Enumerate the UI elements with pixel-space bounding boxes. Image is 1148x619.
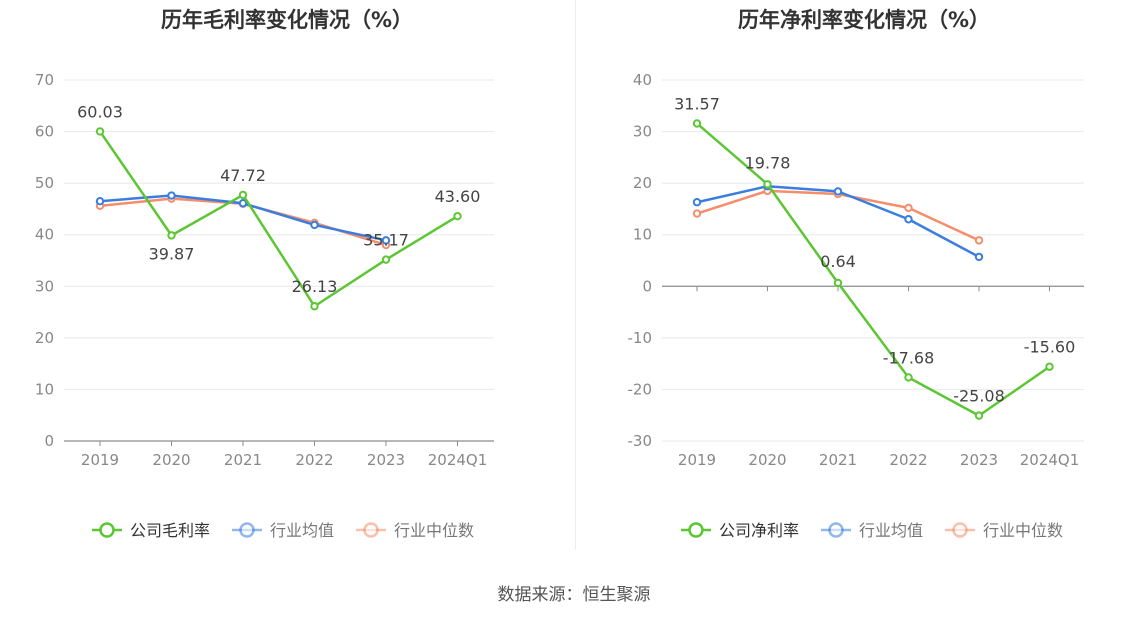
legend-label: 公司毛利率 [130, 521, 210, 540]
legend-item: 行业均值 [232, 521, 334, 540]
y-tick-label: 0 [642, 277, 652, 295]
data-label: -15.60 [1024, 338, 1076, 357]
data-label: 43.60 [435, 187, 481, 206]
data-point [974, 236, 984, 245]
legend-marker [99, 522, 115, 538]
legend-label: 行业均值 [270, 521, 334, 540]
data-source-note: 数据来源：恒生聚源 [497, 585, 651, 605]
data-point [381, 255, 391, 264]
y-tick-label: 40 [633, 71, 652, 89]
data-point [833, 187, 843, 196]
x-tick-label: 2024Q1 [428, 451, 488, 469]
legend-marker [688, 522, 704, 538]
legend-label: 公司净利率 [719, 521, 799, 540]
data-label: 47.72 [220, 166, 266, 185]
data-point [974, 411, 984, 420]
data-point [381, 236, 391, 245]
legend-item: 公司毛利率 [92, 521, 210, 540]
legend-item: 公司净利率 [681, 521, 799, 540]
data-point [904, 373, 913, 382]
legend-label: 行业均值 [859, 521, 923, 540]
panel-divider [575, 0, 576, 550]
x-tick-label: 2022 [295, 451, 333, 469]
y-tick-label: 10 [633, 226, 652, 244]
data-point [95, 127, 105, 136]
x-tick-label: 2023 [367, 451, 405, 469]
y-tick-label: 0 [44, 432, 54, 450]
y-tick-label: 30 [35, 277, 54, 295]
data-label: 39.87 [149, 244, 195, 263]
data-point [692, 198, 702, 207]
data-point [692, 209, 702, 218]
data-point [904, 215, 913, 224]
x-tick-label: 2021 [224, 451, 262, 469]
data-point [310, 220, 319, 230]
series-line-0 [98, 130, 459, 308]
y-tick-label: -20 [628, 380, 653, 398]
x-tick-label: 2024Q1 [1020, 451, 1080, 469]
legend-item: 行业均值 [821, 521, 923, 540]
x-tick-label: 2019 [678, 451, 716, 469]
data-point [763, 180, 772, 189]
data-label: 31.57 [674, 94, 720, 113]
x-tick-label: 2020 [152, 451, 190, 469]
data-point [238, 190, 248, 200]
net-margin-chart-panel: 历年净利率变化情况（%） -30 -20 -10 0 10 20 30 40 2019 2020 2… [577, 0, 1148, 560]
data-label: 35.17 [363, 231, 409, 250]
data-point [167, 191, 176, 200]
data-point [310, 302, 319, 311]
gross-margin-chart-panel: 历年毛利率变化情况（%） 0 10 20 30 40 50 60 70 2019 2020 2021… [0, 0, 574, 560]
data-label: 19.78 [745, 153, 791, 172]
legend-marker [952, 522, 968, 538]
data-point [904, 203, 913, 213]
gross-margin-chart: 0 10 20 30 40 50 60 70 2019 2020 2021 2022 2023 2024Q… [35, 71, 494, 540]
y-tick-label: 50 [35, 174, 54, 192]
data-point [95, 196, 105, 206]
chart-title: 历年净利率变化情况（%） [737, 8, 991, 32]
data-point [167, 231, 176, 240]
data-label: 26.13 [292, 277, 338, 296]
legend-marker [828, 522, 844, 538]
y-tick-label: 40 [35, 226, 54, 244]
legend-marker [239, 522, 255, 538]
y-tick-label: 60 [35, 123, 54, 141]
y-tick-label: -30 [628, 432, 653, 450]
y-tick-label: 70 [35, 71, 54, 89]
x-tick-label: 2023 [960, 451, 998, 469]
data-point [1045, 362, 1054, 371]
x-tick-label: 2022 [889, 451, 927, 469]
x-tick-label: 2019 [81, 451, 119, 469]
data-label: -25.08 [953, 387, 1005, 406]
data-label: -17.68 [883, 348, 935, 367]
chart-title: 历年毛利率变化情况（%） [160, 8, 414, 32]
x-tick-label: 2021 [819, 451, 857, 469]
y-tick-label: 20 [633, 174, 652, 192]
y-tick-label: 20 [35, 329, 54, 347]
data-point [692, 119, 702, 128]
legend-label: 行业中位数 [394, 521, 474, 540]
data-point [833, 278, 843, 288]
data-point [974, 252, 984, 262]
series-line-0 [696, 122, 1051, 417]
net-margin-chart: -30 -20 -10 0 10 20 30 40 2019 2020 2021 2022 2023 20… [628, 71, 1084, 540]
y-tick-label: -10 [628, 329, 653, 347]
data-label: 0.64 [820, 252, 856, 271]
data-point [453, 211, 462, 221]
data-point [238, 199, 248, 208]
legend-label: 行业中位数 [983, 521, 1063, 540]
legend-item: 行业中位数 [945, 521, 1063, 540]
data-label: 60.03 [77, 102, 123, 121]
y-tick-label: 30 [633, 123, 652, 141]
legend-item: 行业中位数 [356, 521, 474, 540]
x-tick-label: 2020 [748, 451, 786, 469]
legend-marker [363, 522, 379, 538]
y-tick-label: 10 [35, 380, 54, 398]
